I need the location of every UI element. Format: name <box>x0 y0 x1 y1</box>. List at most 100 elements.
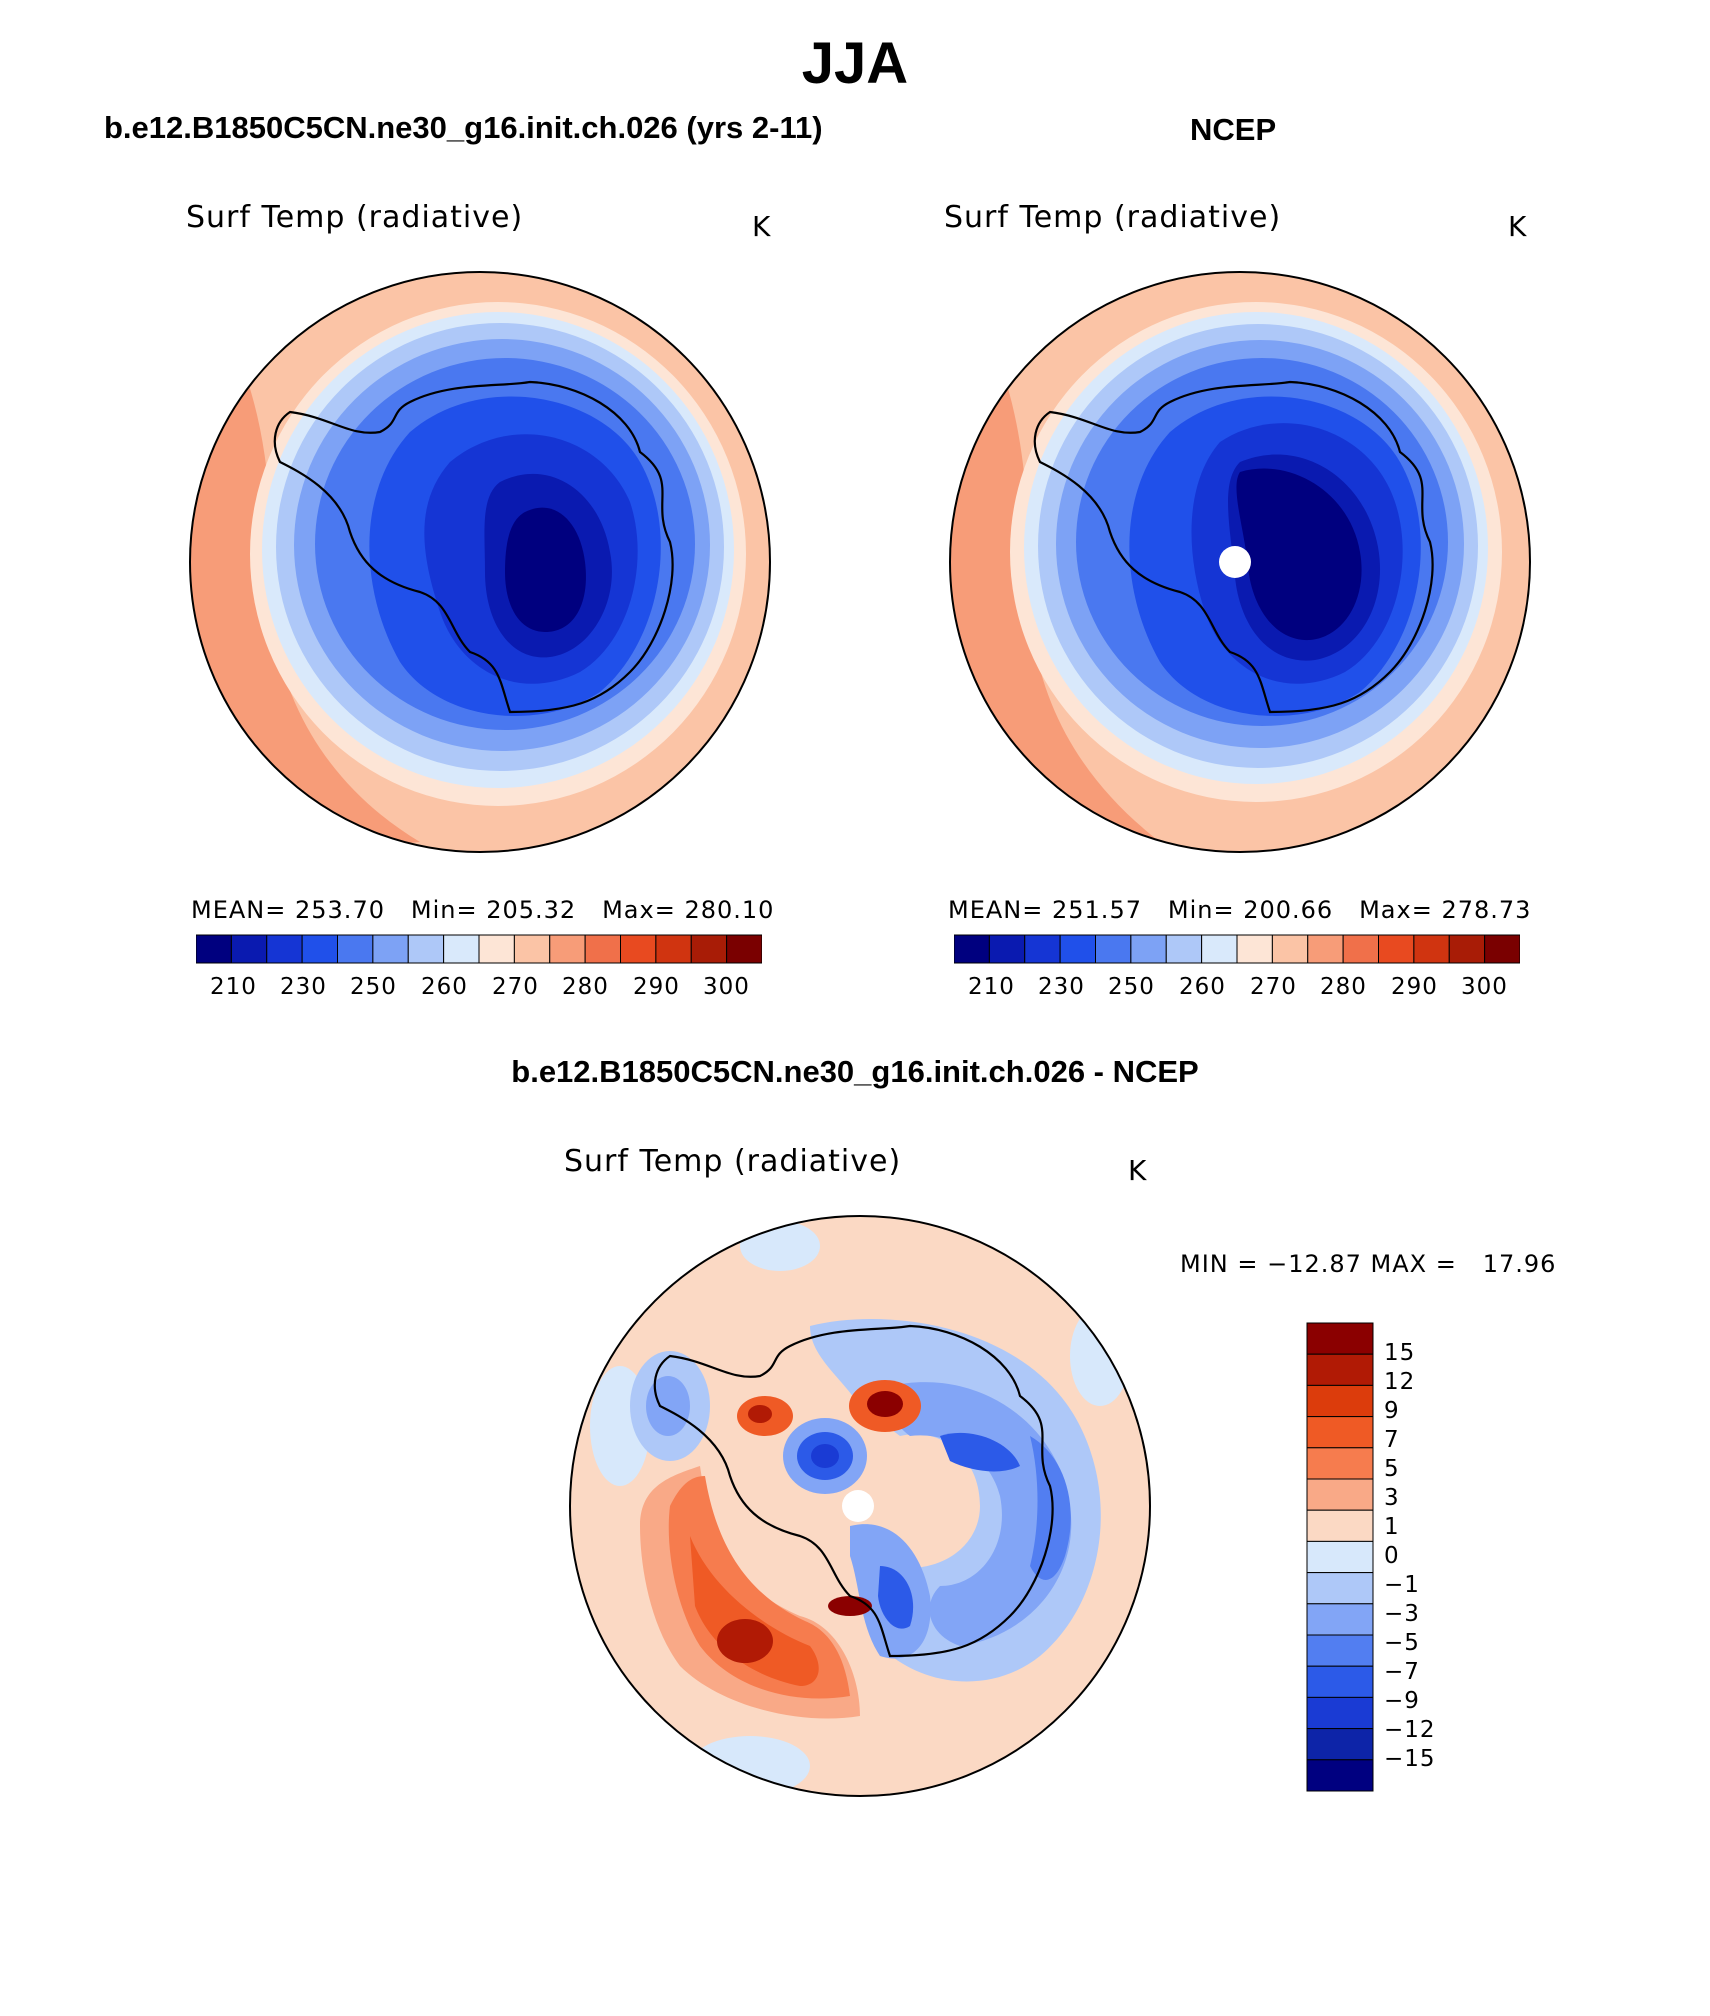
colorbar-swatch <box>266 934 303 964</box>
colorbar-swatch <box>1306 1509 1374 1542</box>
difference-colorbar-label: −12 <box>1384 1717 1436 1743</box>
obs-colorbar-tick: 300 <box>1461 974 1508 1000</box>
colorbar-swatch <box>1306 1478 1374 1511</box>
colorbar-swatch <box>726 934 762 964</box>
colorbar-swatch <box>1306 1728 1374 1761</box>
antarctica-coastline <box>273 380 674 714</box>
colorbar-swatch <box>407 934 445 964</box>
obs-colorbar-tick: 270 <box>1250 974 1297 1000</box>
obs-max-label: Max= <box>1359 896 1433 924</box>
colorbar-swatch <box>513 934 551 964</box>
difference-colorbar-label: 9 <box>1384 1398 1400 1424</box>
colorbar-swatch <box>1095 934 1132 964</box>
colorbar-swatch <box>1484 934 1520 964</box>
model-colorbar-tick: 290 <box>633 974 680 1000</box>
colorbar-swatch <box>196 934 232 964</box>
obs-colorbar-tick: 280 <box>1320 974 1367 1000</box>
obs-stats: MEAN= 251.57 Min= 200.66 Max= 278.73 <box>948 896 1531 924</box>
model-mean-value: 253.70 <box>295 896 385 924</box>
model-colorbar-tick: 260 <box>421 974 468 1000</box>
model-colorbar-tick: 270 <box>492 974 539 1000</box>
obs-colorbar-tick: 230 <box>1038 974 1085 1000</box>
colorbar-swatch <box>1024 934 1061 964</box>
colorbar-swatch <box>1306 1759 1374 1792</box>
colorbar-swatch <box>1306 1665 1374 1698</box>
difference-colorbar-labels: 15 12 9 7 5 3 1 0 −1 −3 −5 −7 −9 −12 −15 <box>1384 1322 1464 1792</box>
difference-colorbar-label: −1 <box>1384 1572 1420 1598</box>
difference-colorbar-label: −3 <box>1384 1601 1420 1627</box>
colorbar-swatch <box>443 934 480 964</box>
colorbar-swatch <box>1378 934 1415 964</box>
model-case-title: b.e12.B1850C5CN.ne30_g16.init.ch.026 (yr… <box>104 110 823 145</box>
colorbar-swatch <box>1448 934 1486 964</box>
colorbar-swatch <box>1201 934 1238 964</box>
model-max-value: 280.10 <box>684 896 775 924</box>
obs-colorbar-tick: 290 <box>1391 974 1438 1000</box>
model-min-value: 205.32 <box>486 896 577 924</box>
main-title: JJA <box>801 31 909 96</box>
model-units-label: K <box>752 210 772 243</box>
model-max-label: Max= <box>602 896 676 924</box>
colorbar-swatch <box>1306 1603 1374 1636</box>
colorbar-swatch <box>337 934 374 964</box>
difference-minmax: MIN = −12.87 MAX = 17.96 <box>1180 1250 1557 1278</box>
colorbar-swatch <box>1236 934 1273 964</box>
colorbar-swatch <box>372 934 409 964</box>
colorbar-swatch <box>478 934 515 964</box>
colorbar-swatch <box>1306 1353 1374 1386</box>
model-colorbar <box>196 934 762 964</box>
colorbar-swatch <box>620 934 657 964</box>
difference-colorbar-label: 3 <box>1384 1485 1400 1511</box>
model-polar-map <box>189 271 771 853</box>
obs-colorbar-tick: 250 <box>1108 974 1155 1000</box>
obs-colorbar <box>954 934 1520 964</box>
model-mean-label: MEAN= <box>191 896 287 924</box>
obs-polar-map <box>949 271 1531 853</box>
model-colorbar-tick: 280 <box>562 974 609 1000</box>
antarctica-coastline <box>653 1324 1054 1658</box>
obs-min-value: 200.66 <box>1243 896 1334 924</box>
model-colorbar-tick: 250 <box>350 974 397 1000</box>
model-colorbar-tick: 210 <box>210 974 257 1000</box>
obs-units-label: K <box>1508 210 1528 243</box>
colorbar-swatch <box>988 934 1026 964</box>
colorbar-swatch <box>1306 1572 1374 1605</box>
obs-colorbar-tick: 210 <box>968 974 1015 1000</box>
colorbar-swatch <box>1306 1634 1374 1667</box>
colorbar-swatch <box>1306 1447 1374 1480</box>
colorbar-swatch <box>584 934 622 964</box>
antarctica-coastline <box>1033 380 1434 714</box>
model-colorbar-tick: 230 <box>280 974 327 1000</box>
obs-case-title: NCEP <box>1190 112 1277 147</box>
obs-colorbar-tick: 260 <box>1179 974 1226 1000</box>
colorbar-swatch <box>549 934 586 964</box>
difference-polar-map <box>569 1215 1151 1797</box>
obs-max-value: 278.73 <box>1441 896 1532 924</box>
model-colorbar-tick: 300 <box>703 974 750 1000</box>
colorbar-swatch <box>230 934 268 964</box>
difference-colorbar-label: 15 <box>1384 1340 1416 1366</box>
obs-mean-value: 251.57 <box>1052 896 1142 924</box>
colorbar-swatch <box>301 934 339 964</box>
colorbar-swatch <box>1413 934 1450 964</box>
difference-colorbar-label: 5 <box>1384 1456 1400 1482</box>
difference-colorbar-label: 7 <box>1384 1427 1400 1453</box>
obs-colorbar-ticks: 210 230 250 260 270 280 290 300 <box>954 974 1520 1004</box>
difference-colorbar-label: 12 <box>1384 1369 1416 1395</box>
difference-units-label: K <box>1128 1154 1148 1187</box>
difference-colorbar-label: −15 <box>1384 1746 1436 1772</box>
model-colorbar-ticks: 210 230 250 260 270 280 290 300 <box>196 974 762 1004</box>
colorbar-swatch <box>1059 934 1097 964</box>
colorbar-swatch <box>655 934 692 964</box>
colorbar-swatch <box>1306 1696 1374 1730</box>
model-min-label: Min= <box>410 896 478 924</box>
colorbar-swatch <box>1306 1322 1374 1355</box>
colorbar-swatch <box>1271 934 1309 964</box>
colorbar-swatch <box>690 934 728 964</box>
colorbar-swatch <box>1130 934 1167 964</box>
difference-colorbar <box>1306 1322 1374 1792</box>
obs-variable-label: Surf Temp (radiative) <box>944 200 1282 235</box>
difference-variable-label: Surf Temp (radiative) <box>564 1144 902 1179</box>
colorbar-swatch <box>1165 934 1203 964</box>
colorbar-swatch <box>1306 1384 1374 1418</box>
